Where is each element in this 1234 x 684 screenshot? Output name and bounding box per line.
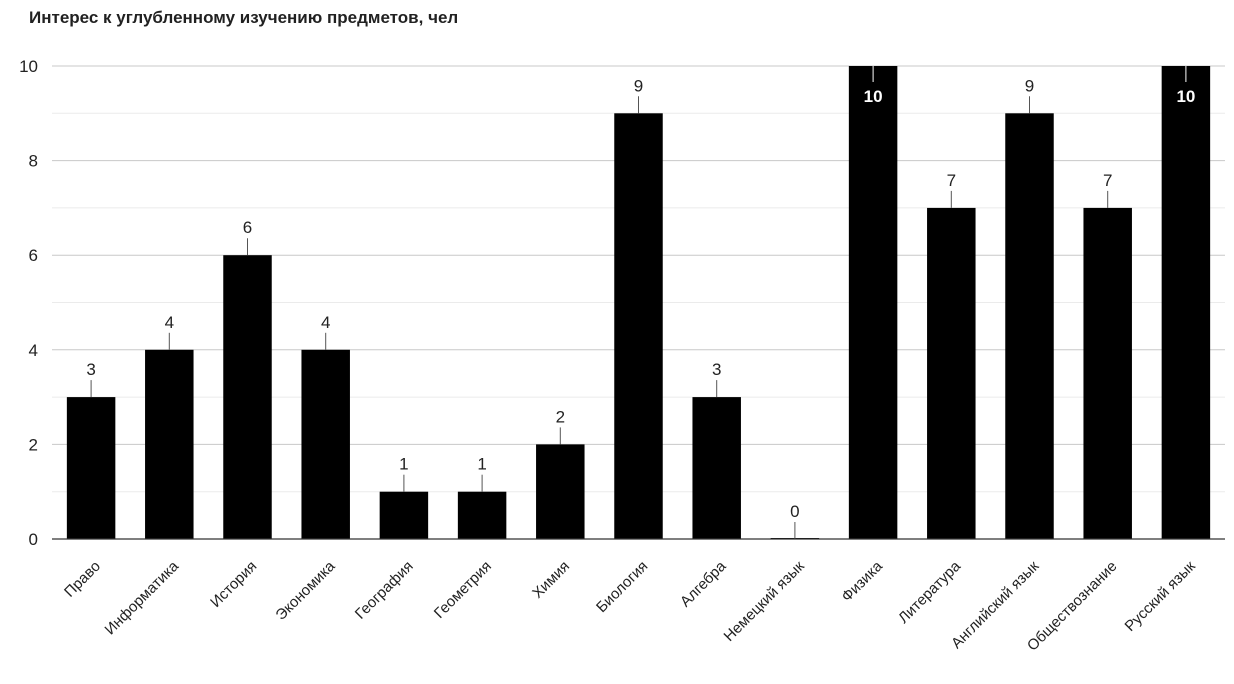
x-tick-label: Геометрия xyxy=(431,558,495,622)
y-tick-label: 10 xyxy=(19,57,38,76)
x-tick-label: История xyxy=(207,558,260,611)
bar[interactable] xyxy=(1005,113,1054,540)
bar[interactable] xyxy=(457,491,507,539)
bar[interactable] xyxy=(223,255,272,539)
data-label: 3 xyxy=(712,360,721,379)
x-tick-label: Физика xyxy=(838,557,886,605)
data-label: 7 xyxy=(947,171,956,190)
x-tick-label: Биология xyxy=(593,558,651,616)
y-tick-label: 6 xyxy=(29,246,38,265)
bar[interactable] xyxy=(927,207,976,539)
data-label: 9 xyxy=(1025,76,1034,95)
data-label: 6 xyxy=(243,218,252,237)
data-label: 3 xyxy=(86,360,95,379)
x-tick-label: Химия xyxy=(529,558,573,602)
data-label: 10 xyxy=(1176,87,1195,106)
bar[interactable] xyxy=(614,113,663,540)
x-tick-label: Русский язык xyxy=(1122,558,1200,636)
data-label: 1 xyxy=(477,455,486,474)
data-label: 1 xyxy=(399,455,408,474)
y-tick-label: 0 xyxy=(29,530,38,549)
x-tick-label: Литература xyxy=(895,557,965,627)
x-tick-label: Алгебра xyxy=(677,557,730,610)
bar[interactable] xyxy=(848,66,898,539)
bar[interactable] xyxy=(692,397,741,539)
x-tick-label: Экономика xyxy=(272,557,339,624)
x-tick-label: Информатика xyxy=(102,557,183,638)
x-tick-label: Право xyxy=(61,558,104,601)
data-label: 9 xyxy=(634,76,643,95)
chart-title: Интерес к углубленному изучению предмето… xyxy=(29,8,459,27)
data-label: 2 xyxy=(556,407,565,426)
y-tick-label: 8 xyxy=(29,152,38,171)
bar[interactable] xyxy=(1161,66,1211,539)
bar[interactable] xyxy=(145,349,194,539)
bar[interactable] xyxy=(1083,207,1132,539)
data-label: 4 xyxy=(321,313,330,332)
bar[interactable] xyxy=(301,349,350,539)
data-label: 0 xyxy=(790,502,799,521)
bar[interactable] xyxy=(379,491,429,539)
data-label: 10 xyxy=(864,87,883,106)
x-tick-label: Немецкий язык xyxy=(721,558,808,645)
bar[interactable] xyxy=(536,444,585,539)
y-tick-label: 2 xyxy=(29,435,38,454)
x-tick-label: География xyxy=(352,558,417,623)
y-tick-label: 4 xyxy=(29,341,38,360)
data-label: 7 xyxy=(1103,171,1112,190)
data-label: 4 xyxy=(165,313,174,332)
bar[interactable] xyxy=(66,397,116,539)
